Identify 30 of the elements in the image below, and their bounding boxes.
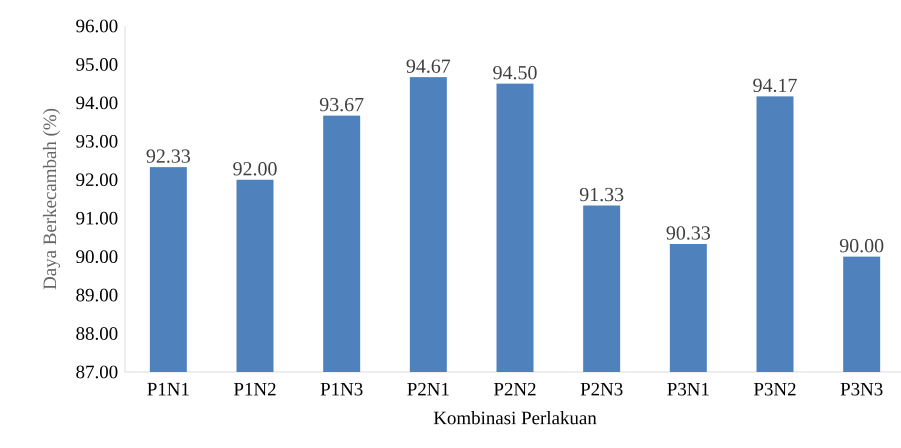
y-tick-label: 88.00 xyxy=(76,327,118,340)
y-tick-label: 94.00 xyxy=(76,96,118,110)
y-tick-label: 96.00 xyxy=(76,20,118,32)
y-axis-title: Daya Berkecambah (%) xyxy=(42,108,60,290)
x-tick-label: P3N1 xyxy=(667,382,709,396)
data-label: 91.33 xyxy=(580,188,624,202)
x-tick-label: P2N3 xyxy=(580,382,622,396)
data-label: 93.67 xyxy=(320,98,364,112)
x-tick-label: P2N2 xyxy=(494,382,536,396)
y-tick-label: 91.00 xyxy=(76,212,118,225)
x-tick-label: P1N2 xyxy=(234,382,276,396)
y-tick-label: 92.00 xyxy=(76,173,118,186)
data-label: 90.00 xyxy=(840,238,884,252)
y-tick-label: 87.00 xyxy=(76,366,118,378)
x-tick-label: P3N2 xyxy=(754,382,796,396)
x-tick-label: P1N3 xyxy=(320,382,362,396)
y-tick-label: 89.00 xyxy=(76,288,118,302)
x-axis-title: Kombinasi Perlakuan xyxy=(434,411,596,424)
x-tick-label: P3N3 xyxy=(840,382,882,396)
data-label: 94.67 xyxy=(406,59,450,73)
data-label: 94.17 xyxy=(753,78,797,92)
x-tick-label: P2N1 xyxy=(407,382,449,396)
data-label: 90.33 xyxy=(666,226,710,240)
data-label: 92.33 xyxy=(146,149,190,163)
x-tick-label: P1N1 xyxy=(147,382,189,396)
y-tick-label: 95.00 xyxy=(76,58,118,71)
y-tick-label: 90.00 xyxy=(76,250,118,264)
y-tick-label: 93.00 xyxy=(76,134,118,148)
data-label: 92.00 xyxy=(233,162,277,176)
data-label: 94.50 xyxy=(493,66,537,80)
